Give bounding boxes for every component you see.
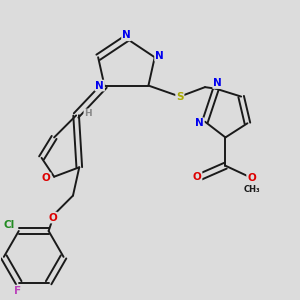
Text: N: N (155, 51, 164, 61)
Text: CH₃: CH₃ (243, 185, 260, 194)
Text: N: N (122, 30, 131, 40)
Text: F: F (14, 286, 21, 296)
Text: O: O (193, 172, 202, 182)
Text: H: H (84, 110, 92, 118)
Text: S: S (176, 92, 184, 102)
Text: N: N (195, 118, 204, 128)
Text: Cl: Cl (4, 220, 15, 230)
Text: N: N (213, 78, 222, 88)
Text: O: O (42, 173, 51, 183)
Text: O: O (247, 173, 256, 183)
Text: O: O (48, 213, 57, 223)
Text: N: N (95, 81, 104, 91)
